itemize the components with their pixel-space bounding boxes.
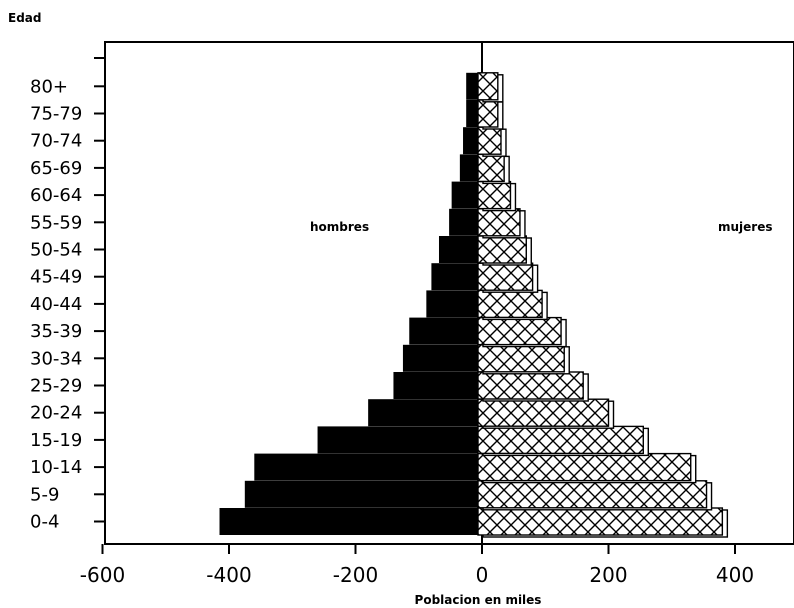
y-tick-label: 40-44 [30, 294, 82, 315]
bar-mujeres-50-54 [477, 235, 527, 264]
bar-mujeres-0-4 [477, 507, 724, 536]
bar-mujeres-60-64 [477, 180, 512, 210]
y-axis-label: Edad [8, 11, 41, 25]
y-tick-label: 15-19 [30, 430, 82, 451]
bar-mujeres-75-79 [477, 99, 499, 128]
x-axis: -600 -400 -200 0 200 400 [80, 544, 754, 587]
series-label-hombres: hombres [310, 220, 369, 234]
y-tick-label: 0-4 [30, 512, 59, 533]
x-tick-label: 0 [476, 563, 489, 587]
plot-frame [104, 41, 794, 545]
x-tick-label: -400 [206, 563, 251, 587]
y-tick-label: 35-39 [30, 321, 82, 342]
bar-mujeres-70-74 [477, 126, 502, 155]
bar-hombres-55-59 [449, 208, 482, 236]
bar-hombres-25-29 [393, 372, 482, 399]
y-tick-label: 45-49 [30, 267, 82, 288]
bar-hombres-35-39 [409, 317, 482, 345]
bar-mujeres-35-39 [477, 316, 562, 346]
y-tick-label: 10-14 [30, 457, 82, 478]
y-tick-label: 75-79 [30, 104, 82, 125]
y-tick-label: 50-54 [30, 240, 82, 261]
y-tick-label: 65-69 [30, 158, 82, 179]
bar-hombres-40-44 [426, 290, 482, 318]
y-tick-label: 70-74 [30, 131, 82, 152]
y-axis: 0-4 5-9 10-14 15-19 20-24 25-29 30-34 35-39 40-4… [30, 57, 105, 533]
bar-hombres-15-19 [317, 426, 482, 454]
bar-mujeres-25-29 [477, 371, 584, 400]
y-tick-label: 20-24 [30, 403, 82, 424]
bar-hombres-5-9 [244, 480, 482, 508]
y-tick-label: 30-34 [30, 348, 82, 369]
bar-mujeres-55-59 [477, 208, 521, 237]
y-tick-label: 60-64 [30, 185, 82, 206]
bar-mujeres-80+ [477, 72, 499, 101]
y-tick-label: 25-29 [30, 376, 82, 397]
series-mujeres [477, 72, 729, 538]
bar-hombres-50-54 [438, 236, 482, 263]
bar-hombres-0-4 [219, 508, 482, 535]
bar-mujeres-15-19 [477, 425, 644, 455]
bar-hombres-10-14 [254, 453, 482, 481]
y-tick-label: 5-9 [30, 484, 59, 505]
x-tick-label: 200 [589, 563, 627, 587]
bar-hombres-30-34 [402, 344, 482, 372]
y-tick-label: 55-59 [30, 212, 82, 233]
bar-mujeres-20-24 [477, 398, 610, 427]
y-tick-label: 80+ [30, 76, 68, 97]
bar-hombres-70-74 [463, 127, 482, 155]
x-tick-label: 400 [716, 563, 754, 587]
bar-hombres-65-69 [459, 154, 482, 182]
bar-mujeres-65-69 [477, 153, 505, 183]
bar-hombres-20-24 [368, 399, 482, 427]
bar-mujeres-10-14 [477, 452, 692, 482]
x-tick-label: -200 [333, 563, 378, 587]
bar-mujeres-30-34 [477, 344, 565, 373]
x-axis-label: Poblacion en miles [415, 593, 542, 607]
bar-mujeres-5-9 [477, 480, 708, 509]
bar-mujeres-40-44 [477, 289, 543, 319]
series-label-mujeres: mujeres [718, 220, 773, 234]
bar-hombres-45-49 [431, 263, 482, 291]
bar-mujeres-45-49 [477, 262, 534, 291]
bar-hombres-60-64 [451, 181, 482, 209]
series-hombres [219, 72, 482, 535]
x-tick-label: -600 [80, 563, 125, 587]
